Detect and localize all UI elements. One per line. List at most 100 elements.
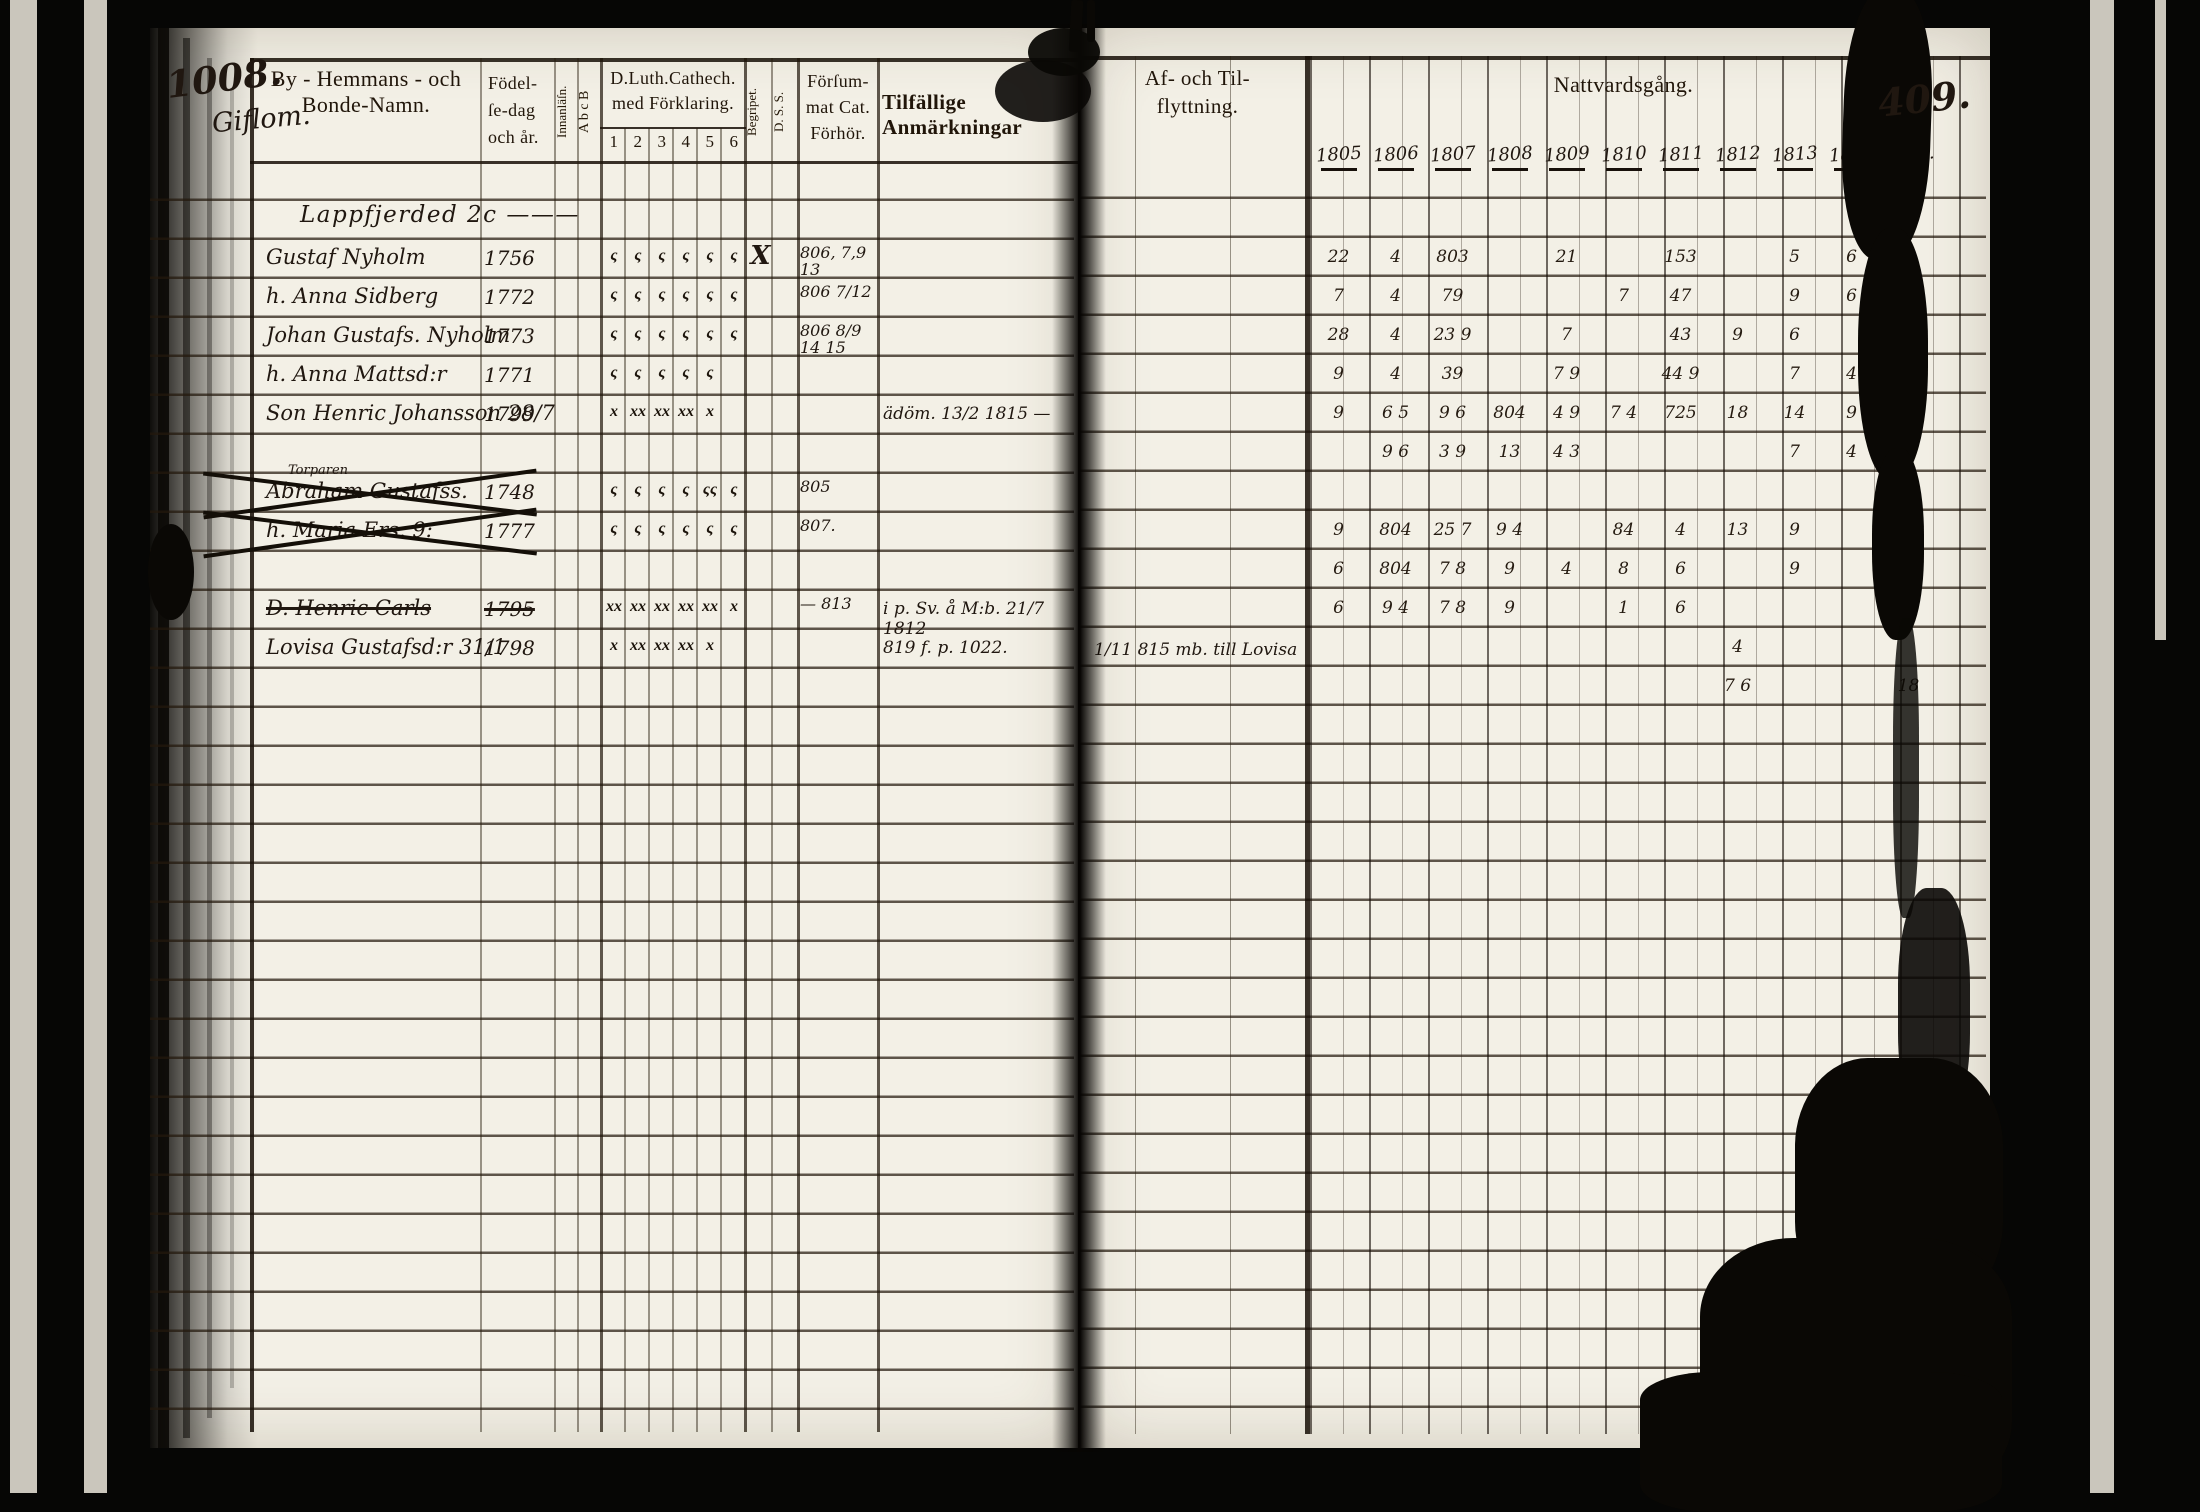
check-mark: ς	[610, 364, 618, 381]
year-column	[1487, 56, 1546, 1434]
check-mark: ς	[682, 247, 690, 264]
check-mark: ς	[610, 325, 618, 342]
tally-cell: 4	[1732, 637, 1743, 657]
tally-cell	[1310, 670, 1367, 709]
check-mark: xx	[630, 637, 646, 654]
tally-cell	[1595, 670, 1652, 709]
tally-cell: 7 8	[1438, 598, 1467, 618]
tally-cell: 39	[1441, 364, 1464, 384]
year-label: 1805	[1310, 142, 1367, 171]
year-column	[1310, 56, 1369, 1434]
year-label: 1809	[1538, 142, 1595, 171]
tally-cell: 7 4	[1609, 403, 1638, 423]
ink-blot	[1640, 1372, 2002, 1512]
abc-header: A b c B	[577, 90, 592, 134]
person-name: Johan Gustafs. Nyholm	[266, 323, 511, 347]
tally-cell	[1538, 280, 1595, 319]
check-mark: xx	[606, 598, 622, 615]
tally-cell	[1481, 319, 1538, 358]
check-mark: ς	[706, 520, 714, 537]
year-column	[1428, 56, 1487, 1434]
birth-year: 1773	[484, 324, 535, 348]
tally-cell	[1709, 436, 1766, 475]
check-mark: ς	[658, 286, 666, 303]
birth-header-line: Födel-	[488, 73, 538, 93]
tally-cell	[1766, 670, 1823, 709]
tally-cell: 804	[1379, 559, 1412, 579]
communion-row: 9 804 25 7 9 4 84 4 13 9	[1310, 514, 1937, 553]
tally-cell: 4	[1390, 325, 1401, 345]
birth-year: 1771	[484, 363, 535, 387]
birth-year: 1795	[484, 597, 535, 621]
tally-cell: 7	[1789, 364, 1800, 384]
check-mark: x	[706, 403, 714, 420]
tally-cell: 79	[1441, 286, 1464, 306]
left-page: By - Hemmans - och Bonde-Namn. Födel- ſe…	[150, 28, 1078, 1448]
tally-cell: 4	[1846, 364, 1857, 384]
tally-cell	[1595, 631, 1652, 670]
catechism-marks: xx xx xx xx xx x	[602, 598, 746, 616]
column-line	[600, 58, 603, 1432]
check-mark: ς	[610, 247, 618, 264]
communion-row: 7 618	[1310, 670, 1937, 709]
tally-cell	[1823, 631, 1880, 670]
page-number: 409.	[1875, 71, 1973, 126]
tally-cell: 25 7	[1433, 520, 1472, 540]
tally-cell: 4	[1675, 520, 1686, 540]
catechism-header-line2: med Förklaring.	[612, 93, 734, 113]
column-line	[1305, 56, 1310, 1434]
tally-cell	[1709, 241, 1766, 280]
tally-cell: 9	[1732, 325, 1743, 345]
tally-cell: 6	[1789, 325, 1800, 345]
tally-cell	[1481, 670, 1538, 709]
column-line	[624, 128, 626, 1432]
year-underline	[1320, 168, 1357, 171]
tally-cell: 22	[1327, 247, 1350, 267]
tally-cell	[1709, 280, 1766, 319]
register-row: Lappfjerded 2c ———	[150, 202, 1078, 243]
book-gutter-shadow	[1052, 24, 1106, 1452]
year-underline	[1548, 168, 1585, 171]
subcolumn-number: 2	[633, 132, 643, 151]
tally-cell: 6	[1846, 247, 1857, 267]
person-name: Lappfjerded 2c ———	[300, 202, 580, 228]
check-mark: ς	[658, 520, 666, 537]
check-mark: ς	[730, 520, 738, 537]
person-name: h. Anna Mattsd:r	[266, 362, 447, 386]
register-row: Lovisa Gustafsd:r 31/1 1798 x xx xx xx x 819…	[150, 633, 1078, 672]
check-mark: ς	[682, 364, 690, 381]
tally-cell	[1481, 358, 1538, 397]
check-mark: xx	[702, 598, 718, 615]
tally-cell: 7	[1789, 442, 1800, 462]
check-mark: ς	[730, 286, 738, 303]
forsummat-header-line: Förſum-	[807, 71, 869, 91]
margin-stripe	[84, 0, 107, 1493]
column-line	[771, 58, 773, 1432]
check-mark: xx	[654, 403, 670, 420]
check-mark: ς	[706, 286, 714, 303]
tally-cell: 7 9	[1552, 364, 1581, 384]
year-label: 1811	[1652, 142, 1709, 171]
tally-cell: 4	[1390, 286, 1401, 306]
year-label: 1813	[1766, 142, 1823, 171]
check-mark: ς	[658, 481, 666, 498]
check-mark: ς	[610, 520, 618, 537]
tally-cell	[1595, 241, 1652, 280]
person-name: D. Henric Carls	[266, 596, 432, 620]
margin-stripe	[2155, 0, 2166, 640]
tally-cell	[1709, 592, 1766, 631]
begripet-header: Begripet.	[744, 88, 759, 137]
forsummat-column-header: Förſum- mat Cat. Förhör.	[799, 68, 877, 146]
birth-year: 1798	[484, 636, 535, 660]
year-label: 1810	[1595, 142, 1652, 171]
column-line	[577, 58, 579, 1432]
tally-cell: 803	[1436, 247, 1469, 267]
tally-cell: 4 9	[1552, 403, 1581, 423]
year-column	[1664, 56, 1723, 1434]
ink-blot	[1858, 228, 1928, 480]
